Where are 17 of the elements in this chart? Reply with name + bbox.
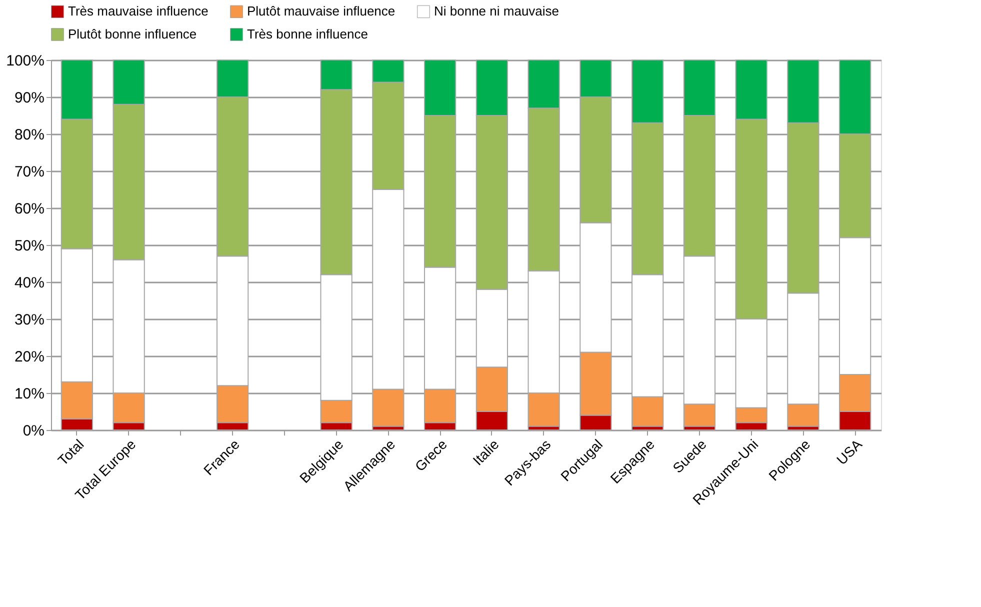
- legend-label: Très bonne influence: [247, 26, 368, 42]
- y-tick-label: 0%: [22, 422, 44, 440]
- legend-label: Très mauvaise influence: [68, 4, 208, 19]
- legend-label: Plutôt mauvaise influence: [247, 4, 396, 19]
- legend-label: Plutôt bonne influence: [68, 26, 197, 42]
- y-tick-label: 70%: [14, 164, 44, 180]
- y-tick-label: 40%: [14, 274, 44, 292]
- y-tick-label: 60%: [14, 200, 44, 218]
- x-tick-label: USA: [833, 436, 866, 468]
- y-tick-label: 20%: [14, 348, 44, 366]
- y-tick-label: 100%: [6, 52, 44, 70]
- y-tick-label: 50%: [14, 238, 44, 254]
- y-tick-label: 10%: [14, 386, 44, 402]
- legend-label: Ni bonne ni mauvaise: [434, 4, 560, 19]
- y-tick-label: 30%: [14, 312, 44, 328]
- y-tick-label: 90%: [14, 90, 44, 106]
- y-tick-label: 80%: [14, 126, 44, 144]
